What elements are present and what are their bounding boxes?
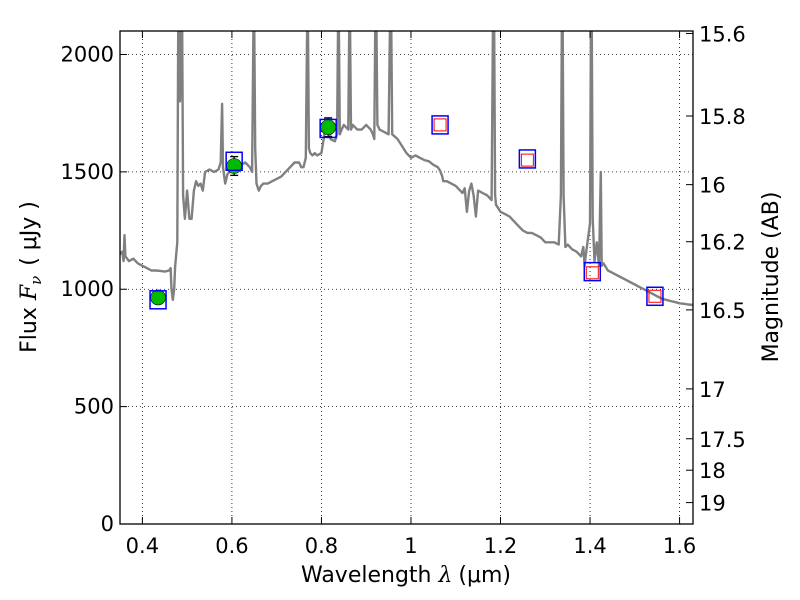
y2-tick-label: 17 bbox=[699, 378, 726, 402]
spectrum-line bbox=[120, 31, 693, 307]
y-tick-label: 1500 bbox=[61, 160, 114, 184]
x-tick-label: 1.4 bbox=[573, 534, 606, 558]
y2-tick-label: 16 bbox=[699, 174, 726, 198]
x-axis-title: Wavelength λ (μm) bbox=[301, 563, 511, 588]
upper-limit-marker bbox=[585, 266, 599, 280]
observed-point bbox=[150, 289, 166, 306]
x-tick-label: 0.8 bbox=[305, 534, 338, 558]
y2-tick-label: 15.8 bbox=[699, 105, 746, 129]
grid bbox=[120, 31, 693, 525]
model-photometry-marker bbox=[319, 118, 337, 139]
model-spectrum bbox=[120, 31, 693, 307]
y-tick-label: 500 bbox=[74, 395, 114, 419]
model-photometry-marker bbox=[225, 151, 243, 172]
x-tick-label: 0.4 bbox=[126, 534, 159, 558]
y-tick-label: 2000 bbox=[61, 42, 114, 66]
model-photometry-marker bbox=[149, 290, 167, 310]
upper-limit-marker bbox=[433, 118, 447, 132]
y2-tick-label: 16.2 bbox=[699, 231, 746, 255]
y2-tick-label: 15.6 bbox=[699, 22, 746, 46]
plot-frame bbox=[119, 30, 694, 525]
y2-tick-label: 19 bbox=[699, 492, 726, 516]
y-axis-title: Flux Fν( μJy ) bbox=[17, 201, 45, 353]
model-photometry-marker bbox=[431, 115, 449, 135]
model-photometry-marker bbox=[583, 261, 602, 282]
model-photometry-marker bbox=[646, 286, 664, 307]
y2-tick-label: 17.5 bbox=[699, 428, 746, 452]
x-tick-label: 1 bbox=[404, 534, 417, 558]
x-tick-label: 0.6 bbox=[215, 534, 248, 558]
x-tick-label: 1.6 bbox=[663, 534, 696, 558]
model-photometry-marker bbox=[518, 149, 537, 169]
x-tick-label: 1.2 bbox=[484, 534, 517, 558]
y2-tick-label: 18 bbox=[699, 459, 726, 483]
upper-limit-marker bbox=[520, 153, 534, 167]
markers bbox=[149, 115, 664, 310]
upper-limit-marker bbox=[648, 289, 662, 303]
y-tick-label: 1000 bbox=[61, 277, 114, 301]
observed-point bbox=[226, 158, 242, 174]
y-tick-label: 0 bbox=[101, 512, 114, 536]
ticks: 0.4 0.6 0.8 1 1.2 1.4 1.6 0 500 1000 1500 2000 15.6 1… bbox=[61, 22, 746, 558]
observed-point bbox=[320, 119, 336, 136]
y2-tick-label: 16.5 bbox=[699, 299, 746, 323]
y2-axis-title: Magnitude (AB) bbox=[759, 192, 784, 363]
